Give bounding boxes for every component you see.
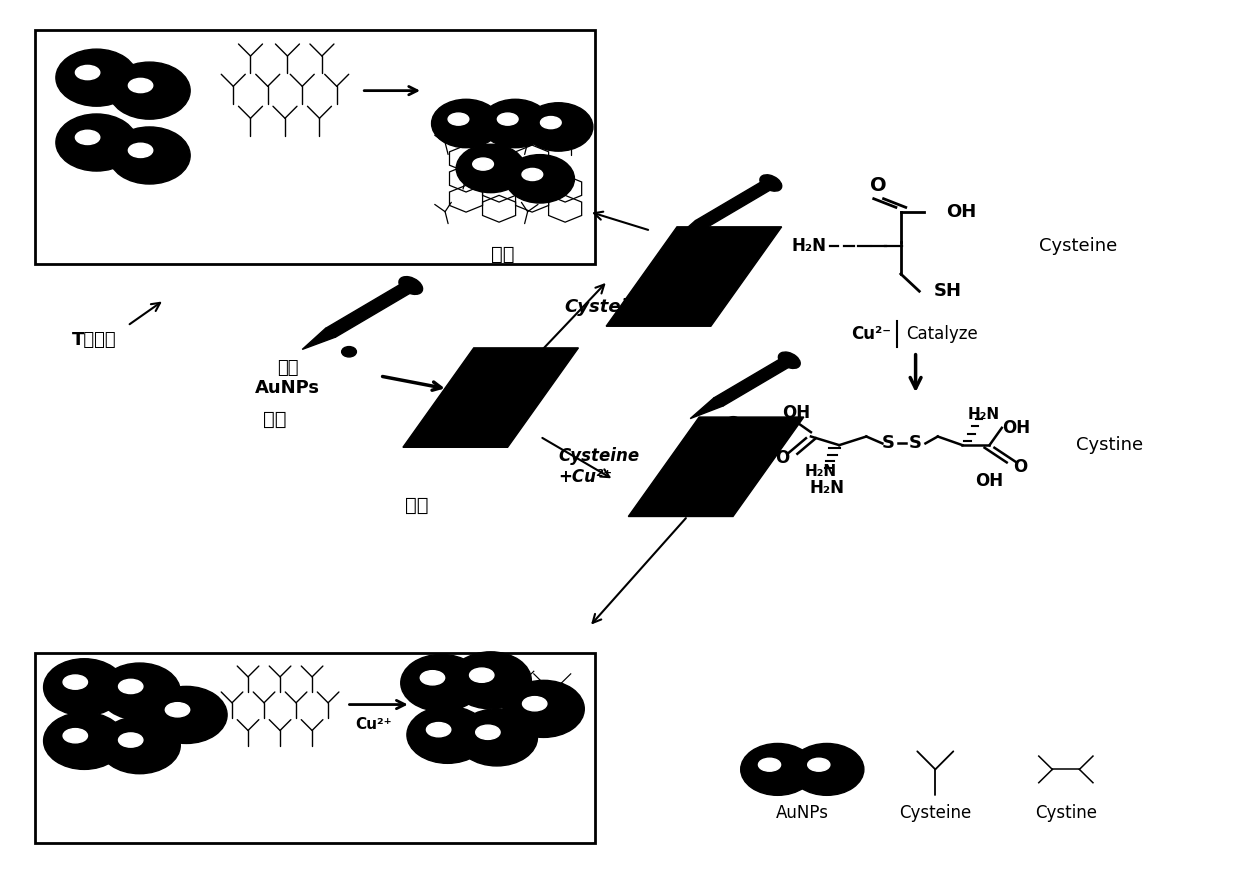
- Circle shape: [109, 127, 190, 184]
- Text: H₂N: H₂N: [967, 408, 999, 423]
- Polygon shape: [403, 347, 578, 447]
- Text: 红色: 红色: [263, 409, 286, 429]
- Polygon shape: [672, 221, 704, 241]
- Text: S: S: [909, 435, 923, 452]
- Circle shape: [727, 416, 739, 425]
- Text: H₂N: H₂N: [810, 479, 844, 498]
- Ellipse shape: [119, 679, 143, 693]
- Text: Cysteine: Cysteine: [564, 298, 652, 316]
- Circle shape: [740, 744, 815, 795]
- Text: SH: SH: [934, 282, 962, 300]
- Bar: [35, 30, 595, 264]
- Polygon shape: [303, 328, 336, 349]
- Ellipse shape: [420, 670, 445, 685]
- Ellipse shape: [448, 113, 469, 125]
- Ellipse shape: [129, 143, 153, 157]
- Ellipse shape: [76, 130, 99, 145]
- Ellipse shape: [472, 158, 494, 170]
- Text: OH: OH: [782, 404, 810, 423]
- Circle shape: [790, 744, 864, 795]
- Ellipse shape: [129, 79, 153, 93]
- Circle shape: [711, 237, 722, 245]
- Bar: [35, 653, 595, 843]
- Circle shape: [450, 652, 531, 709]
- Circle shape: [109, 62, 190, 120]
- Ellipse shape: [779, 352, 800, 368]
- Polygon shape: [691, 398, 723, 418]
- Ellipse shape: [497, 113, 518, 125]
- Ellipse shape: [399, 277, 423, 294]
- Circle shape: [407, 706, 489, 763]
- Ellipse shape: [541, 116, 562, 128]
- Circle shape: [56, 114, 138, 171]
- Ellipse shape: [807, 759, 830, 771]
- Polygon shape: [606, 227, 781, 327]
- Text: 蓝色: 蓝色: [491, 245, 515, 265]
- Text: O: O: [1013, 457, 1028, 476]
- Polygon shape: [714, 356, 794, 406]
- Text: Cu²⁺: Cu²⁺: [356, 717, 392, 732]
- Circle shape: [503, 680, 584, 738]
- Text: O: O: [775, 449, 790, 467]
- Text: H₂N: H₂N: [792, 237, 827, 255]
- Ellipse shape: [476, 725, 500, 739]
- Text: 红色: 红色: [405, 496, 429, 515]
- Circle shape: [99, 663, 180, 720]
- Circle shape: [401, 655, 482, 711]
- Circle shape: [99, 717, 180, 773]
- Text: Cysteine: Cysteine: [1039, 237, 1117, 255]
- Text: Cu²⁻: Cu²⁻: [851, 326, 892, 343]
- Text: OH: OH: [946, 203, 977, 221]
- Polygon shape: [629, 417, 804, 517]
- Circle shape: [43, 712, 125, 769]
- Ellipse shape: [76, 65, 99, 79]
- Text: S: S: [882, 435, 895, 452]
- Ellipse shape: [759, 759, 781, 771]
- Circle shape: [456, 709, 537, 766]
- Text: Cysteine
+Cu²⁺: Cysteine +Cu²⁺: [558, 447, 640, 485]
- Ellipse shape: [427, 723, 451, 737]
- Ellipse shape: [522, 697, 547, 711]
- Circle shape: [432, 100, 501, 148]
- Ellipse shape: [119, 733, 143, 747]
- Circle shape: [342, 347, 356, 357]
- Text: H₂N: H₂N: [805, 464, 837, 478]
- Ellipse shape: [63, 729, 88, 743]
- Circle shape: [506, 155, 574, 203]
- Ellipse shape: [470, 668, 494, 683]
- Circle shape: [481, 100, 549, 148]
- Ellipse shape: [522, 168, 543, 181]
- Text: Cysteine: Cysteine: [899, 804, 971, 822]
- Circle shape: [146, 686, 227, 744]
- Text: 滴加
AuNPs: 滴加 AuNPs: [255, 359, 320, 397]
- Circle shape: [56, 49, 138, 107]
- Text: OH: OH: [976, 472, 1003, 491]
- Ellipse shape: [760, 175, 781, 191]
- Text: Cystine: Cystine: [1076, 436, 1143, 454]
- Ellipse shape: [63, 675, 88, 690]
- Polygon shape: [696, 179, 775, 229]
- Circle shape: [43, 659, 125, 716]
- Circle shape: [525, 103, 593, 151]
- Ellipse shape: [165, 703, 190, 717]
- Text: OH: OH: [1002, 419, 1030, 436]
- Text: Cystine: Cystine: [1035, 804, 1097, 822]
- Circle shape: [456, 144, 526, 193]
- Polygon shape: [325, 281, 415, 337]
- Text: AuNPs: AuNPs: [776, 804, 828, 822]
- Text: O: O: [870, 176, 887, 196]
- Text: Catalyze: Catalyze: [905, 326, 977, 343]
- Text: T形试纸: T形试纸: [72, 331, 117, 348]
